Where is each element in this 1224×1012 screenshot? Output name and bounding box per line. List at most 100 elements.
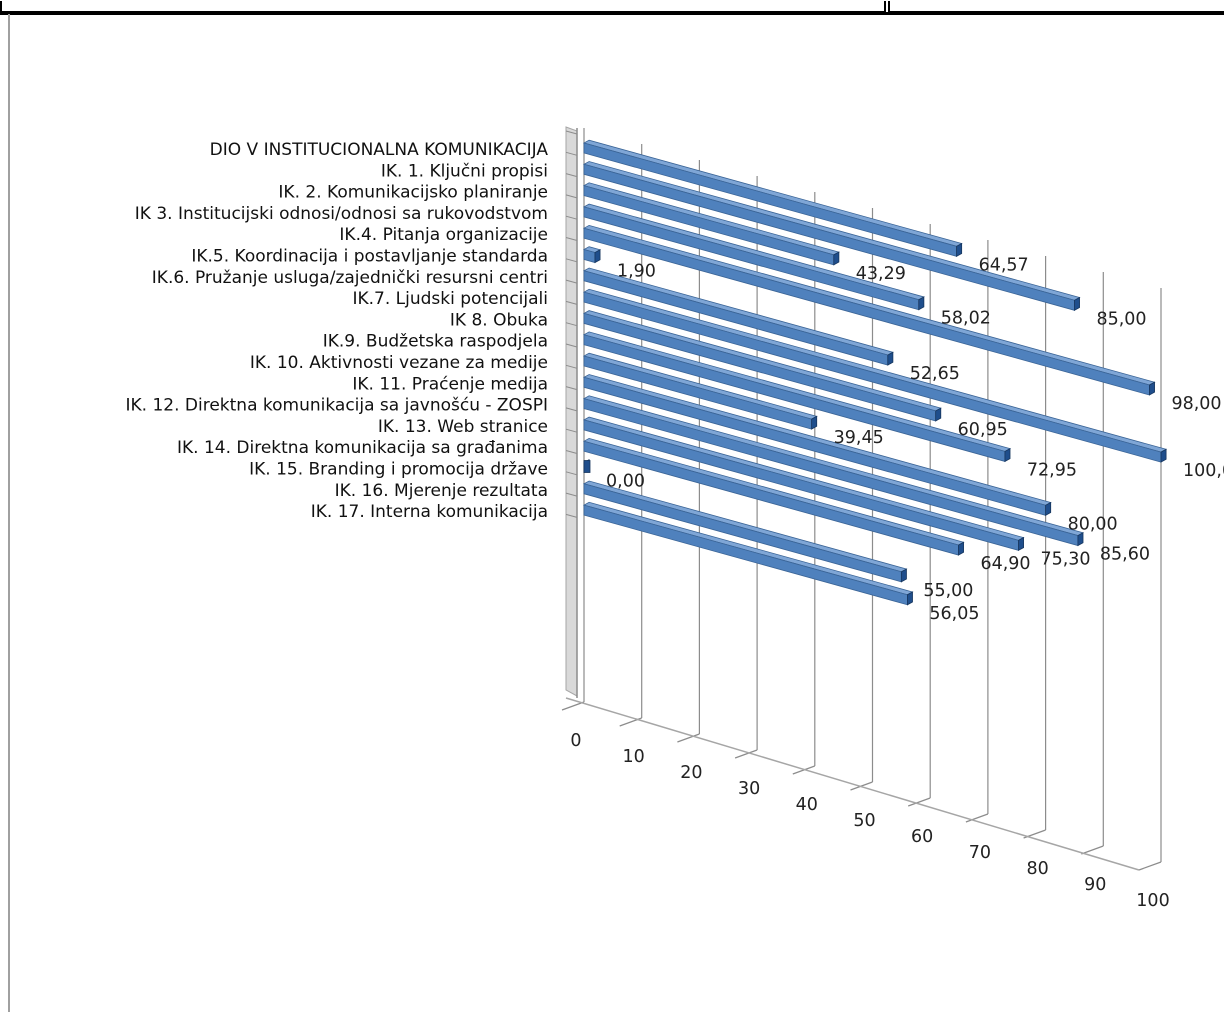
- bar-ik-16-mjerenje-rezultata: [582, 480, 908, 583]
- x-tick-label-80: 80: [1026, 859, 1048, 879]
- x-axis-floor-line: [565, 697, 1140, 871]
- bar-end-cap: [1074, 296, 1080, 311]
- value-label-ik-7-ljudski-potencijali: 100,00: [1183, 461, 1224, 481]
- x-tick-label-40: 40: [796, 795, 818, 815]
- value-label-ik-9-bud-etska-raspodjela: 72,95: [1027, 460, 1077, 480]
- x-tick-label-100: 100: [1136, 891, 1169, 911]
- bar-ik-9-bud-etska-raspodjela: [582, 331, 1012, 463]
- x-tick-label-60: 60: [911, 827, 933, 847]
- bar-end-cap: [1077, 532, 1084, 547]
- bar-ik-17-interna-komunikacija: [582, 501, 914, 606]
- category-label-ik-11-pra-enje-medija: IK. 11. Praćenje medija: [352, 374, 548, 394]
- bar-end-cap: [1004, 447, 1011, 463]
- y-axis-tick: [565, 343, 578, 348]
- gridline-floor-20: [677, 733, 700, 743]
- x-tick-label-70: 70: [969, 843, 991, 863]
- table-border-lines: [0, 0, 1224, 15]
- bar-end-cap: [811, 415, 818, 430]
- y-axis-tick: [565, 151, 578, 156]
- value-label-ik-12-direktna-komunikacija-sa-javno-u-zospi: 85,60: [1100, 545, 1150, 565]
- x-tick-label-50: 50: [853, 811, 875, 831]
- chart-walls: [565, 126, 578, 697]
- value-label-ik-8-obuka: 60,95: [958, 420, 1008, 440]
- category-label-ik-12-direktna-komunikacija-sa-javno-u-zospi: IK. 12. Direktna komunikacija sa javnošć…: [125, 396, 548, 416]
- category-label-ik-9-bud-etska-raspodjela: IK.9. Budžetska raspodjela: [323, 332, 548, 352]
- bar-ik-2-komunikacijsko-planiranje: [582, 182, 840, 266]
- value-label-ik-13-web-stranice: 75,30: [1040, 549, 1090, 569]
- y-axis-tick: [565, 258, 578, 263]
- gridline-floor-100: [1138, 861, 1162, 871]
- bar-end-cap: [900, 568, 907, 583]
- value-label-ik-16-mjerenje-rezultata: 55,00: [923, 581, 973, 601]
- value-label-ik-1-klju-ni-propisi: 85,00: [1096, 309, 1146, 329]
- chart-bars: [582, 139, 1168, 606]
- y-axis-tick: [565, 428, 578, 433]
- bar-ik-8-obuka: [582, 310, 942, 422]
- value-label-ik-11-pra-enje-medija: 80,00: [1068, 514, 1118, 534]
- y-axis-tick: [565, 130, 578, 135]
- x-tick-label-90: 90: [1084, 875, 1106, 895]
- bar-end-cap: [1045, 501, 1052, 516]
- category-label-ik-4-pitanja-organizacije: IK.4. Pitanja organizacije: [339, 225, 548, 245]
- bar-ik-12-direktna-komunikacija-sa-javno-u-zospi: [582, 395, 1085, 547]
- y-axis-tick: [565, 492, 578, 497]
- gridline-floor-30: [734, 749, 758, 759]
- value-label-dio-v-institucionalna-komunikacija: 64,57: [979, 255, 1029, 275]
- category-label-ik-10-aktivnosti-vezane-za-medije: IK. 10. Aktivnosti vezane za medije: [250, 353, 548, 373]
- category-label-ik-13-web-stranice: IK. 13. Web stranice: [378, 417, 548, 437]
- bar-end-cap: [907, 591, 913, 606]
- bar-ik-6-pru-anje-usluga-zajedni-ki-resursni-centri: [582, 267, 894, 366]
- value-label-ik-2-komunikacijsko-planiranje: 43,29: [856, 264, 906, 284]
- y-axis-tick: [565, 513, 578, 518]
- bar-ik-5-koordinacija-i-postavljanje-standarda: [582, 246, 602, 264]
- value-label-ik-15-branding-i-promocija-dr-ave: 0,00: [606, 472, 645, 492]
- side-wall: [565, 126, 578, 697]
- bar-ik-15-branding-i-promocija-dr-ave: [583, 459, 591, 474]
- category-label-ik-3-institucijski-odnosi-odnosi-sa-rukovodstvom: IK 3. Institucijski odnosi/odnosi sa ruk…: [135, 204, 548, 224]
- bar-end-cap: [935, 407, 942, 422]
- value-label-ik-10-aktivnosti-vezane-za-medije: 39,45: [834, 428, 884, 448]
- bar-end-cap: [594, 249, 601, 264]
- bar-ik-3-institucijski-odnosi-odnosi-sa-rukovodstvom: [582, 203, 925, 311]
- category-label-ik-16-mjerenje-rezultata: IK. 16. Mjerenje rezultata: [335, 481, 548, 501]
- bar-end-cap: [918, 296, 925, 311]
- y-axis-tick: [565, 450, 578, 454]
- bar-end-cap: [833, 251, 840, 266]
- y-axis-tick: [565, 237, 578, 241]
- value-label-ik-3-institucijski-odnosi-odnosi-sa-rukovodstvom: 58,02: [941, 309, 991, 329]
- bar-ik-7-ljudski-potencijali: [582, 288, 1168, 463]
- y-axis-tick: [565, 279, 578, 284]
- category-label-ik-2-komunikacijsko-planiranje: IK. 2. Komunikacijsko planiranje: [278, 183, 548, 203]
- bar-ik-11-pra-enje-medija: [582, 374, 1052, 516]
- category-label-dio-v-institucionalna-komunikacija: DIO V INSTITUCIONALNA KOMUNIKACIJA: [210, 140, 549, 160]
- category-label-ik-17-interna-komunikacija: IK. 17. Interna komunikacija: [311, 502, 548, 522]
- y-axis-tick: [565, 322, 578, 327]
- bar-end-cap: [887, 351, 894, 366]
- category-label-ik-7-ljudski-potencijali: IK.7. Ljudski potencijali: [352, 289, 548, 309]
- category-label-ik-6-pru-anje-usluga-zajedni-ki-resursni-centri: IK.6. Pružanje usluga/zajednički resursn…: [152, 268, 548, 288]
- value-label-ik-17-interna-komunikacija: 56,05: [929, 604, 979, 624]
- value-labels: 64,57 85,00 43,29 58,02 98,00 1,90 52,65 100,00…: [606, 255, 1224, 623]
- bar-ik-10-aktivnosti-vezane-za-medije: [582, 352, 818, 430]
- bar-ik-4-pitanja-organizacije: [582, 224, 1156, 396]
- bar-end-cap: [1018, 536, 1024, 552]
- gridline-floor-60: [907, 797, 931, 807]
- category-label-ik-15-branding-i-promocija-dr-ave: IK. 15. Branding i promocija države: [249, 460, 548, 480]
- x-tick-label-20: 20: [680, 763, 702, 783]
- y-axis-tick: [565, 471, 578, 476]
- value-label-ik-5-koordinacija-i-postavljanje-standarda: 1,90: [617, 262, 656, 282]
- bar-end-cap: [1149, 381, 1155, 396]
- bar-ik-1-klju-ni-propisi: [582, 161, 1081, 311]
- chart-axes: [565, 128, 1140, 871]
- y-axis-tick: [565, 173, 578, 178]
- category-label-ik-8-obuka: IK 8. Obuka: [450, 310, 548, 330]
- y-axis-tick: [565, 407, 578, 412]
- y-axis-tick: [565, 386, 578, 391]
- y-axis-tick: [565, 215, 578, 220]
- x-tick-label-30: 30: [738, 779, 760, 799]
- category-label-ik-5-koordinacija-i-postavljanje-standarda: IK.5. Koordinacija i postavljanje standa…: [191, 247, 548, 267]
- bar-end-cap: [1160, 448, 1167, 463]
- bar-ik-14-direktna-komunikacija-sa-gra-anima: [582, 437, 965, 556]
